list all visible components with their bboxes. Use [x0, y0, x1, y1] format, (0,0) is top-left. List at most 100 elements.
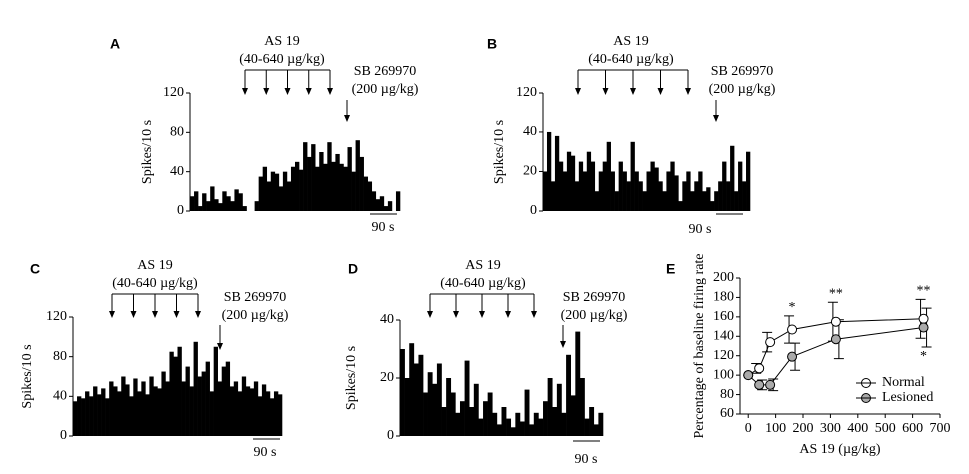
bar — [570, 395, 576, 436]
bar — [698, 171, 703, 211]
bar — [670, 161, 675, 211]
bar — [441, 407, 447, 436]
bar — [205, 361, 210, 436]
x-tick-label: 700 — [930, 421, 951, 436]
bar — [229, 386, 235, 436]
y-tick-label: 0 — [60, 428, 67, 443]
bar — [662, 191, 667, 211]
bar — [561, 412, 567, 436]
bar — [379, 196, 385, 211]
bar — [149, 376, 154, 436]
bar — [746, 151, 751, 211]
bar — [584, 418, 590, 436]
bar — [213, 346, 218, 436]
bar — [546, 131, 552, 211]
arrow-head — [242, 88, 248, 95]
bar — [221, 366, 227, 436]
y-axis-label: Spikes/10 s — [492, 120, 507, 184]
bar — [589, 407, 595, 436]
arrow-head — [685, 88, 691, 95]
bar — [201, 371, 206, 436]
treatment: AS 19 — [613, 34, 648, 49]
bar — [413, 363, 419, 436]
bar — [202, 193, 207, 211]
bar — [538, 418, 544, 436]
bar — [578, 161, 584, 211]
bar — [550, 181, 556, 211]
scale-bar-label: 90 s — [372, 220, 395, 235]
y-tick-label: 40 — [523, 124, 537, 139]
arrow-head — [531, 311, 537, 318]
bar — [383, 206, 389, 211]
antagonist: SB 269970 — [224, 290, 287, 305]
bar — [730, 145, 735, 211]
bar — [217, 381, 223, 436]
bar — [371, 191, 377, 211]
y-tick-label: 140 — [713, 329, 734, 344]
bar — [594, 191, 600, 211]
point — [765, 337, 776, 348]
panel-letter: C — [30, 261, 40, 277]
bar — [367, 181, 373, 211]
bar — [81, 398, 86, 436]
arrow-head — [173, 311, 180, 318]
bar — [254, 201, 259, 211]
bar — [209, 391, 214, 436]
bar — [446, 378, 452, 436]
bar — [734, 191, 739, 211]
bar — [157, 388, 162, 436]
bar — [483, 401, 488, 436]
antagonist-dose: (200 µg/kg) — [561, 308, 628, 323]
bar — [554, 135, 560, 211]
antagonist-dose: (200 µg/kg) — [352, 82, 419, 97]
bar — [311, 144, 316, 211]
bar — [189, 386, 194, 436]
bar — [650, 161, 655, 211]
bar — [492, 412, 498, 436]
bar — [598, 171, 604, 211]
bar — [222, 191, 227, 211]
bar — [277, 394, 283, 436]
arrow-head — [217, 343, 223, 350]
bar — [290, 166, 296, 211]
bar — [97, 394, 102, 436]
bar — [85, 391, 90, 436]
legend-label: Normal — [882, 375, 925, 390]
arrow-head — [263, 88, 270, 95]
bar — [237, 391, 243, 436]
bar — [245, 386, 251, 436]
bar — [473, 383, 479, 436]
antagonist: SB 269970 — [563, 290, 626, 305]
bar — [395, 191, 401, 211]
arrow-head — [109, 311, 115, 318]
antagonist-dose: (200 µg/kg) — [222, 308, 289, 323]
panel-letter: A — [110, 36, 120, 52]
bar — [327, 142, 332, 211]
bar — [258, 176, 263, 211]
bar — [529, 424, 535, 436]
bar — [117, 391, 122, 436]
bar — [478, 418, 484, 436]
y-axis-label: Spikes/10 s — [344, 346, 359, 410]
bar — [666, 171, 671, 211]
bar — [125, 384, 130, 436]
antagonist: SB 269970 — [354, 64, 417, 79]
bar — [570, 155, 576, 211]
bar — [674, 175, 679, 211]
x-tick-label: 200 — [793, 421, 814, 436]
y-axis-label: Spikes/10 s — [20, 344, 35, 408]
bar — [375, 199, 381, 211]
bar — [646, 171, 651, 211]
significance: * — [920, 349, 927, 364]
bar — [363, 176, 368, 211]
bar — [547, 378, 553, 436]
x-tick-label: 400 — [847, 421, 868, 436]
bar — [153, 386, 158, 436]
scale-bar-label: 90 s — [575, 452, 598, 467]
antagonist-dose: (200 µg/kg) — [709, 82, 776, 97]
bar — [726, 181, 731, 211]
y-tick-label: 80 — [170, 125, 184, 140]
point — [830, 334, 841, 345]
treatment: AS 19 — [465, 258, 500, 273]
bar — [273, 391, 279, 436]
